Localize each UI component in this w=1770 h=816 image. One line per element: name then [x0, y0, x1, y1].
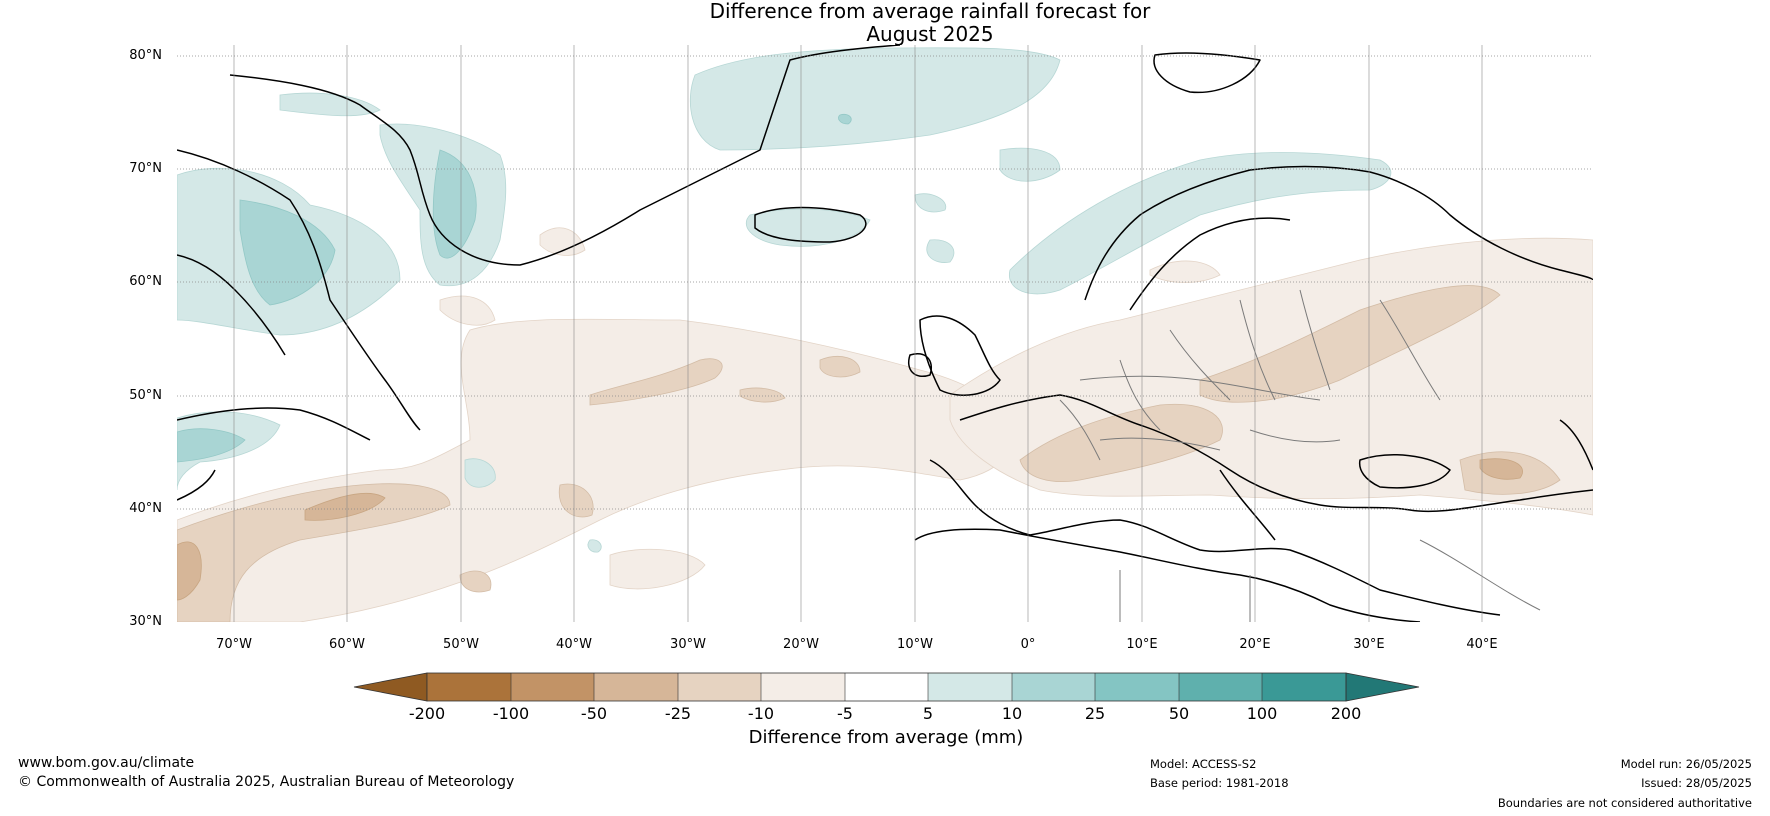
colorbar-tick: 5	[922, 704, 934, 723]
colorbar-extend-low	[353, 672, 428, 702]
colorbar-tick: -200	[408, 704, 446, 723]
lat-label-40n: 40°N	[129, 501, 162, 516]
country-borders	[1059, 289, 1541, 622]
wet-anomaly-moderate	[177, 113, 852, 463]
colorbar	[353, 672, 1420, 702]
colorbar-tick: -100	[492, 704, 530, 723]
lon-label-70w: 70°W	[216, 637, 252, 652]
map-title: Difference from average rainfall forecas…	[0, 0, 1770, 46]
coastlines	[177, 45, 1593, 622]
colorbar-tick: 200	[1330, 704, 1362, 723]
dry-anomaly-moderate	[177, 285, 1561, 622]
disclaimer-text: Boundaries are not considered authoritat…	[1497, 796, 1752, 810]
colorbar-tick: -50	[580, 704, 608, 723]
lon-label-20e: 20°E	[1239, 637, 1271, 652]
colorbar-tick: -25	[664, 704, 692, 723]
title-line-1: Difference from average rainfall forecas…	[709, 0, 1151, 23]
colorbar-tick: 10	[1001, 704, 1023, 723]
lon-label-20w: 20°W	[783, 637, 819, 652]
lat-label-80n: 80°N	[129, 48, 162, 63]
colorbar-extend-high	[1345, 672, 1420, 702]
lat-label-70n: 70°N	[129, 161, 162, 176]
lon-label-60w: 60°W	[329, 637, 365, 652]
lon-label-10e: 10°E	[1126, 637, 1158, 652]
issued-text: Issued: 28/05/2025	[1641, 776, 1752, 790]
base-period-text: Base period: 1981-2018	[1150, 776, 1289, 790]
colorbar-title: Difference from average (mm)	[748, 727, 1024, 748]
lon-label-40e: 40°E	[1466, 637, 1498, 652]
lat-label-30n: 30°N	[129, 614, 162, 629]
title-line-2: August 2025	[866, 22, 994, 46]
meridians	[233, 45, 1483, 622]
map-plot-area	[177, 45, 1593, 622]
lat-label-60n: 60°N	[129, 274, 162, 289]
lat-label-50n: 50°N	[129, 388, 162, 403]
colorbar-tick: 25	[1084, 704, 1106, 723]
lon-label-50w: 50°W	[443, 637, 479, 652]
model-text: Model: ACCESS-S2	[1150, 757, 1257, 771]
graticule	[177, 55, 1593, 510]
colorbar-tick: -10	[747, 704, 775, 723]
dry-anomaly-strong	[177, 458, 1523, 601]
model-run-text: Model run: 26/05/2025	[1620, 757, 1752, 771]
copyright-text: © Commonwealth of Australia 2025, Austra…	[18, 774, 515, 790]
lon-label-0: 0°	[1020, 637, 1036, 652]
colorbar-tick: 100	[1246, 704, 1278, 723]
lon-label-30w: 30°W	[670, 637, 706, 652]
lon-label-10w: 10°W	[897, 637, 933, 652]
website-link[interactable]: www.bom.gov.au/climate	[18, 755, 195, 771]
colorbar-tick: 50	[1168, 704, 1190, 723]
lon-label-30e: 30°E	[1353, 637, 1385, 652]
colorbar-tick: -5	[837, 704, 853, 723]
lon-label-40w: 40°W	[556, 637, 592, 652]
